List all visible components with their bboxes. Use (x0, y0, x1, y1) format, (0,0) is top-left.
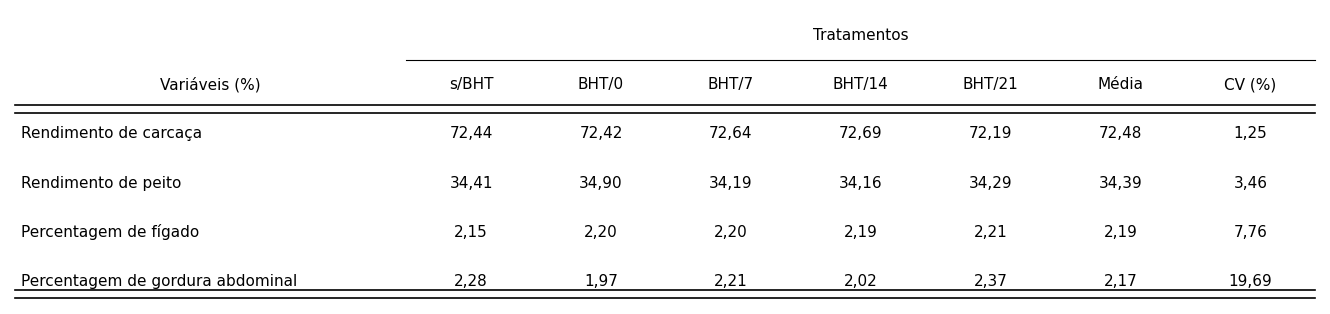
Text: 1,97: 1,97 (584, 274, 618, 289)
Text: 2,19: 2,19 (1104, 225, 1137, 240)
Text: 72,19: 72,19 (968, 127, 1012, 141)
Text: 72,69: 72,69 (839, 127, 883, 141)
Text: Rendimento de peito: Rendimento de peito (21, 176, 182, 191)
Text: Média: Média (1097, 77, 1144, 92)
Text: 34,19: 34,19 (709, 176, 753, 191)
Text: 2,20: 2,20 (584, 225, 618, 240)
Text: 34,90: 34,90 (579, 176, 622, 191)
Text: BHT/7: BHT/7 (708, 77, 754, 92)
Text: 34,16: 34,16 (839, 176, 883, 191)
Text: 2,37: 2,37 (974, 274, 1008, 289)
Text: 2,20: 2,20 (714, 225, 747, 240)
Text: Percentagem de gordura abdominal: Percentagem de gordura abdominal (21, 274, 298, 289)
Text: 72,48: 72,48 (1099, 127, 1142, 141)
Text: 2,17: 2,17 (1104, 274, 1137, 289)
Text: 72,42: 72,42 (580, 127, 622, 141)
Text: 3,46: 3,46 (1233, 176, 1267, 191)
Text: 34,41: 34,41 (450, 176, 493, 191)
Text: 2,21: 2,21 (714, 274, 747, 289)
Text: 2,19: 2,19 (843, 225, 878, 240)
Text: 72,64: 72,64 (709, 127, 753, 141)
Text: Rendimento de carcaça: Rendimento de carcaça (21, 127, 202, 141)
Text: 72,44: 72,44 (450, 127, 493, 141)
Text: 2,02: 2,02 (845, 274, 878, 289)
Text: CV (%): CV (%) (1225, 77, 1277, 92)
Text: 19,69: 19,69 (1229, 274, 1273, 289)
Text: BHT/14: BHT/14 (833, 77, 888, 92)
Text: 2,21: 2,21 (974, 225, 1008, 240)
Text: 7,76: 7,76 (1233, 225, 1267, 240)
Text: BHT/21: BHT/21 (963, 77, 1019, 92)
Text: s/BHT: s/BHT (450, 77, 493, 92)
Text: 1,25: 1,25 (1233, 127, 1267, 141)
Text: 2,28: 2,28 (455, 274, 488, 289)
Text: 2,15: 2,15 (455, 225, 488, 240)
Text: 34,29: 34,29 (968, 176, 1012, 191)
Text: Tratamentos: Tratamentos (813, 28, 908, 43)
Text: Variáveis (%): Variáveis (%) (160, 77, 261, 92)
Text: 34,39: 34,39 (1099, 176, 1142, 191)
Text: BHT/0: BHT/0 (579, 77, 624, 92)
Text: Percentagem de fígado: Percentagem de fígado (21, 225, 200, 241)
